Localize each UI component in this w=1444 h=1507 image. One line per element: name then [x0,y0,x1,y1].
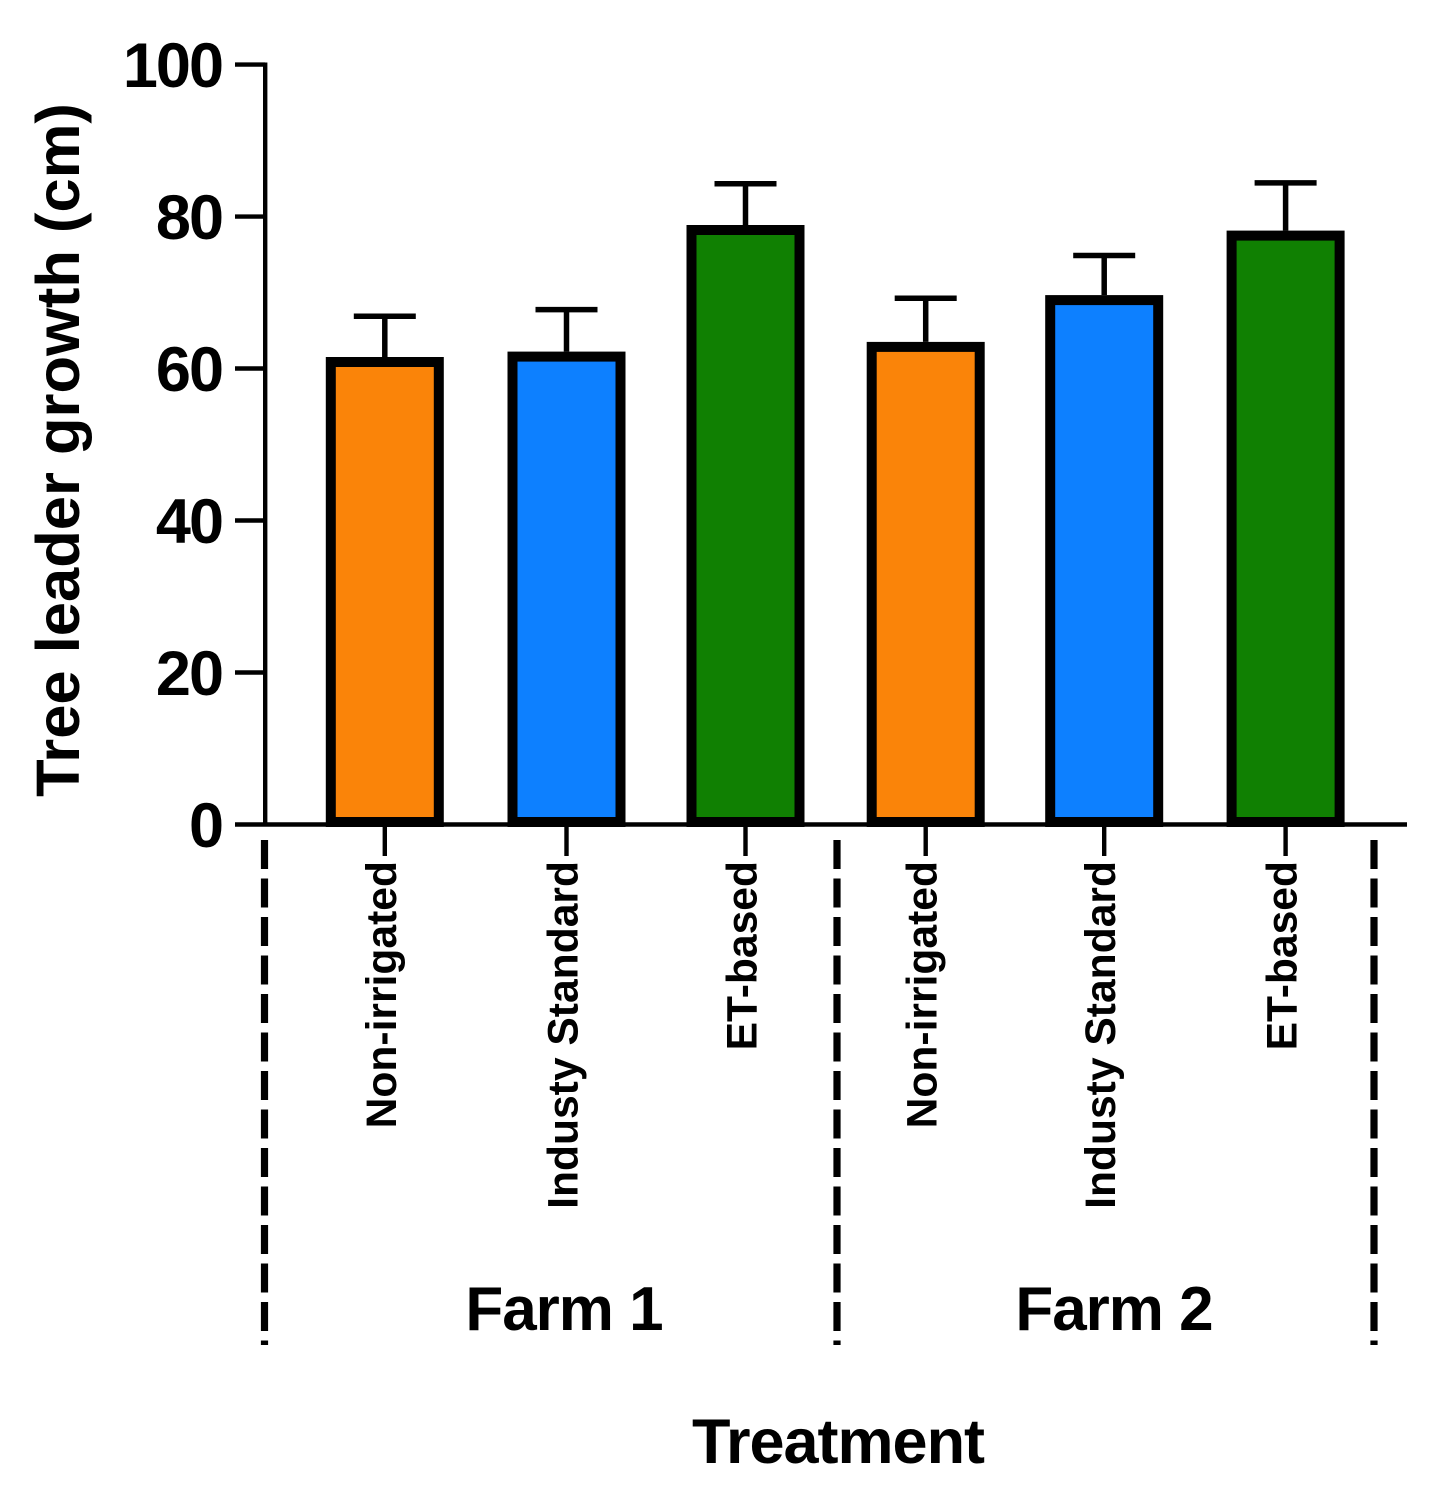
svg-text:Tree leader growth (cm): Tree leader growth (cm) [24,103,93,797]
svg-text:Non-irrigated: Non-irrigated [899,861,947,1128]
svg-text:ET-based: ET-based [719,861,767,1050]
svg-text:Treatment: Treatment [692,1407,985,1477]
svg-text:Farm 1: Farm 1 [465,1275,662,1344]
svg-text:0: 0 [189,791,222,861]
svg-text:Non-irrigated: Non-irrigated [358,861,406,1128]
svg-text:20: 20 [156,639,222,709]
svg-text:ET-based: ET-based [1259,861,1307,1050]
svg-text:Farm 2: Farm 2 [1015,1275,1212,1344]
svg-text:80: 80 [156,183,222,253]
svg-text:40: 40 [156,487,222,557]
svg-text:100: 100 [123,31,222,101]
svg-text:Industy Standard: Industy Standard [540,861,588,1209]
svg-text:Industy Standard: Industy Standard [1077,861,1125,1209]
svg-text:60: 60 [156,335,222,405]
